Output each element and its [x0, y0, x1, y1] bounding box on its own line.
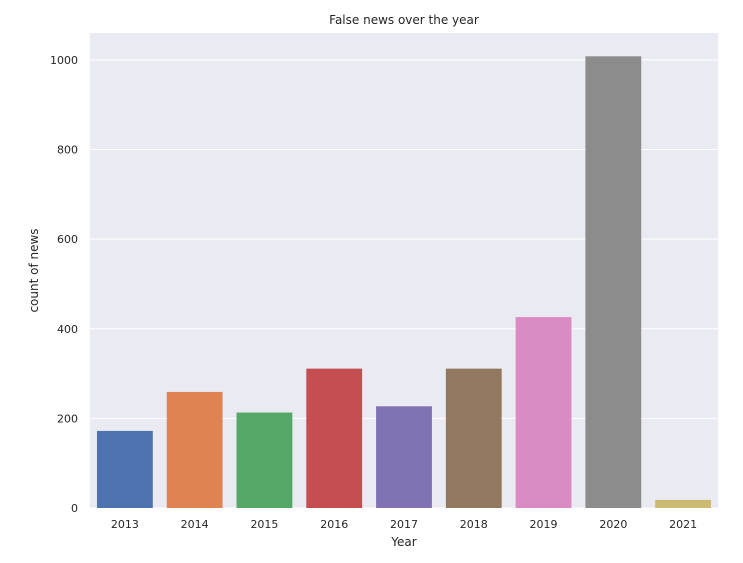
x-tick-label-2017: 2017	[390, 518, 418, 531]
x-tick-label-2013: 2013	[111, 518, 139, 531]
y-tick-label: 400	[57, 323, 78, 336]
bar-2020	[585, 56, 642, 509]
x-tick-label-2021: 2021	[669, 518, 697, 531]
x-tick-label-2014: 2014	[181, 518, 209, 531]
bar-2019	[515, 317, 572, 508]
y-tick-label: 0	[71, 502, 78, 515]
x-tick-label-2018: 2018	[460, 518, 488, 531]
x-tick-label-2019: 2019	[530, 518, 558, 531]
y-tick-label: 800	[57, 144, 78, 157]
x-tick-label-2015: 2015	[250, 518, 278, 531]
x-axis-ticks: 2013 2014 2015 2016 2017 2018 2019 2020 2021	[111, 518, 697, 531]
bar-2021	[655, 499, 712, 508]
bars	[96, 56, 712, 509]
bar-2015	[236, 412, 293, 508]
y-tick-label: 200	[57, 412, 78, 425]
bar-2017	[376, 406, 432, 508]
x-tick-label-2020: 2020	[599, 518, 627, 531]
x-axis-label: Year	[390, 535, 416, 549]
x-tick-label-2016: 2016	[320, 518, 348, 531]
y-axis-label: count of news	[27, 228, 41, 312]
y-tick-label: 600	[57, 233, 78, 246]
bar-2013	[96, 430, 153, 508]
bar-2016	[306, 368, 363, 508]
y-axis-ticks: 0 200 400 600 800 1000	[50, 54, 78, 515]
bar-2014	[166, 391, 223, 508]
chart-title: False news over the year	[329, 13, 479, 27]
y-tick-label: 1000	[50, 54, 78, 67]
bar-2018	[445, 368, 502, 508]
